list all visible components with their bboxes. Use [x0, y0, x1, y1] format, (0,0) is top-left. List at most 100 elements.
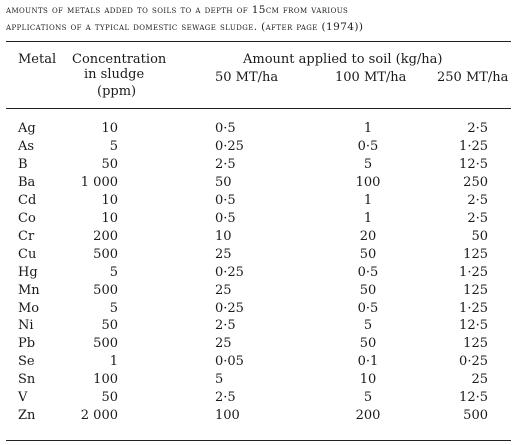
table-row: Pb 500 25 50 125	[0, 336, 518, 352]
table-row: Ni 50 2·5 5 12·5	[0, 318, 518, 334]
header-rate-50: 50 MT/ha	[215, 70, 279, 85]
header-concentration-1: Concentration	[72, 52, 167, 67]
cell-a250: 125	[463, 336, 488, 352]
cell-a250: 2·5	[467, 210, 488, 226]
cell-a250: 2·5	[467, 192, 488, 208]
cell-a250: 2·5	[467, 121, 488, 136]
cell-a50: 2·5	[215, 156, 236, 172]
header-concentration-3: (ppm)	[97, 84, 137, 99]
cell-a50: 25	[215, 246, 232, 262]
table-row: Mn 500 25 50 125	[0, 283, 518, 299]
cell-metal: Co	[18, 210, 36, 226]
cell-a250: 12·5	[459, 156, 488, 172]
cell-metal: Cu	[18, 246, 37, 262]
cell-metal: Ni	[18, 318, 34, 334]
caption-line-1: amounts of metals added to soils to a de…	[6, 4, 349, 16]
table-row: Co 10 0·5 1 2·5	[0, 211, 518, 227]
cell-conc: 500	[93, 246, 118, 262]
cell-a100: 0·1	[357, 354, 379, 370]
cell-a50: 0·25	[215, 264, 244, 280]
cell-a50: 0·25	[215, 138, 244, 154]
bottom-rule	[6, 440, 511, 441]
cell-a100: 0·5	[357, 138, 379, 154]
header-metal: Metal	[18, 52, 57, 67]
cell-conc: 50	[101, 390, 118, 406]
cell-a250: 1·25	[459, 264, 488, 280]
cell-a250: 12·5	[459, 318, 488, 334]
cell-conc: 50	[101, 318, 118, 334]
table-row: Ba 1 000 50 100 250	[0, 175, 518, 191]
cell-a250: 25	[471, 372, 488, 388]
cell-a250: 1·25	[459, 300, 488, 316]
cell-conc: 10	[101, 121, 118, 136]
cell-conc: 10	[101, 210, 118, 226]
cell-a100: 50	[359, 282, 377, 298]
cell-conc: 10	[101, 192, 118, 208]
table-row: B 50 2·5 5 12·5	[0, 157, 518, 173]
table-row: Ag 10 0·5 1 2·5	[0, 121, 518, 137]
table-row: Cu 500 25 50 125	[0, 247, 518, 263]
table-row: Cd 10 0·5 1 2·5	[0, 193, 518, 209]
cell-metal: Se	[18, 354, 35, 370]
cell-metal: As	[18, 138, 35, 154]
cell-a100: 50	[359, 336, 377, 352]
cell-a100: 20	[359, 228, 377, 244]
cell-metal: Pb	[18, 336, 36, 352]
table-caption: amounts of metals added to soils to a de…	[6, 2, 514, 36]
table-row: Se 1 0·05 0·1 0·25	[0, 354, 518, 370]
table-row: V 50 2·5 5 12·5	[0, 390, 518, 406]
cell-conc: 5	[109, 264, 118, 280]
cell-metal: B	[18, 156, 28, 172]
table-row: As 5 0·25 0·5 1·25	[0, 139, 518, 155]
table-row: Hg 5 0·25 0·5 1·25	[0, 265, 518, 281]
cell-conc: 500	[93, 282, 118, 298]
cell-a50: 0·5	[215, 192, 236, 208]
cell-a100: 1	[363, 192, 373, 208]
cell-metal: Hg	[18, 264, 38, 280]
cell-a100: 0·5	[357, 264, 379, 280]
cell-a250: 1·25	[459, 138, 488, 154]
cell-conc: 1 000	[80, 174, 118, 190]
cell-a50: 25	[215, 282, 232, 298]
cell-a100: 5	[363, 390, 373, 406]
cell-a100: 200	[355, 408, 381, 424]
cell-a100: 10	[359, 372, 377, 388]
table-row: Sn 100 5 10 25	[0, 372, 518, 388]
cell-a100: 5	[363, 318, 373, 334]
cell-a100: 0·5	[357, 300, 379, 316]
cell-a250: 125	[463, 282, 488, 298]
cell-a50: 0·5	[215, 210, 236, 226]
header-concentration-2: in sludge	[84, 67, 145, 82]
cell-metal: Cr	[18, 228, 35, 244]
header-rule	[6, 108, 511, 109]
cell-conc: 5	[109, 300, 118, 316]
header-amount-group: Amount applied to soil (kg/ha)	[243, 52, 443, 67]
cell-conc: 500	[93, 336, 118, 352]
cell-a50: 2·5	[215, 318, 236, 334]
cell-metal: Ba	[18, 174, 36, 190]
cell-a50: 10	[215, 228, 232, 244]
cell-conc: 100	[93, 372, 118, 388]
top-rule	[6, 41, 511, 42]
cell-conc: 50	[101, 156, 118, 172]
cell-a100: 5	[363, 156, 373, 172]
table-row: Mo 5 0·25 0·5 1·25	[0, 301, 518, 317]
cell-a50: 25	[215, 336, 232, 352]
cell-metal: Ag	[18, 121, 36, 136]
cell-conc: 1	[109, 354, 118, 370]
cell-a250: 50	[471, 228, 488, 244]
cell-a250: 0·25	[459, 354, 488, 370]
cell-a250: 12·5	[459, 390, 488, 406]
cell-metal: Zn	[18, 408, 36, 424]
cell-metal: Mo	[18, 300, 40, 316]
cell-a100: 1	[363, 210, 373, 226]
cell-metal: Sn	[18, 372, 36, 388]
cell-a250: 500	[463, 408, 488, 424]
cell-a50: 0·25	[215, 300, 244, 316]
cell-a100: 1	[363, 121, 373, 136]
cell-conc: 200	[93, 228, 118, 244]
cell-a50: 0·05	[215, 354, 244, 370]
header-rate-250: 250 MT/ha	[437, 70, 509, 85]
cell-a100: 100	[355, 174, 381, 190]
cell-metal: Mn	[18, 282, 40, 298]
